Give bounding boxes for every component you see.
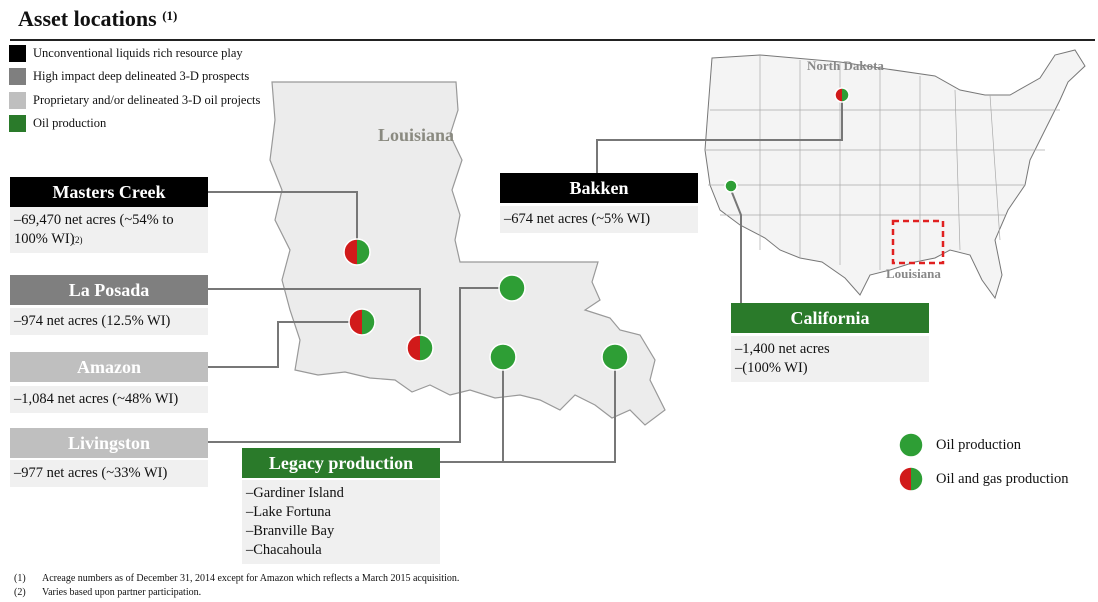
pin-legacy xyxy=(489,343,517,371)
legend-label: High impact deep delineated 3-D prospect… xyxy=(33,69,250,83)
legacy-header: Legacy production xyxy=(242,448,440,478)
california-details: –1,400 net acres –(100% WI) xyxy=(731,336,929,382)
map-legend-oil: Oil production xyxy=(936,437,1021,453)
us-map xyxy=(704,49,1086,300)
bakken-details: –674 net acres (~5% WI) xyxy=(500,206,698,233)
legend-swatch xyxy=(9,45,26,62)
amazon-details: –1,084 net acres (~48% WI) xyxy=(10,386,208,413)
detail-line: –1,084 net acres (~48% WI) xyxy=(14,391,179,407)
livingston-header: Livingston xyxy=(10,428,208,458)
pin-bakken xyxy=(834,87,850,103)
legend-label: Unconventional liquids rich resource pla… xyxy=(33,46,243,60)
legacy-details: –Gardiner Island –Lake Fortuna –Branville … xyxy=(242,480,440,564)
masters-creek-header: Masters Creek xyxy=(10,177,208,207)
footnote-1: (1) Acreage numbers as of December 31, 20… xyxy=(14,573,460,584)
legend-swatch xyxy=(9,92,26,109)
amazon-header: Amazon xyxy=(10,352,208,382)
louisiana-label: Louisiana xyxy=(378,125,455,145)
footnote-2: (2) Varies based upon partner participati… xyxy=(14,587,202,598)
detail-line: –Gardiner Island xyxy=(246,485,344,501)
title-divider xyxy=(10,39,1095,41)
map-legend-oil-gas: Oil and gas production xyxy=(936,471,1069,487)
louisiana-highlight-box xyxy=(891,219,945,265)
detail-line: –Chacahoula xyxy=(246,542,322,558)
livingston-details: –977 net acres (~33% WI) xyxy=(10,460,208,487)
connector-lines xyxy=(208,100,843,463)
legend-item: Unconventional liquids rich resource pla… xyxy=(9,45,243,62)
map-legend-oil-icon xyxy=(898,432,924,458)
la-posada-details: –974 net acres (12.5% WI) xyxy=(10,308,208,335)
detail-line: –974 net acres (12.5% WI) xyxy=(14,313,171,329)
detail-line: –69,470 net acres (~54% to 100% WI) xyxy=(14,212,174,247)
detail-line: –Lake Fortuna xyxy=(246,504,331,520)
detail-line: –(100% WI) xyxy=(735,360,808,376)
la-posada-header: La Posada xyxy=(10,275,208,305)
legend-swatch xyxy=(9,115,26,132)
pin-masters-creek xyxy=(343,238,371,266)
detail-line: –674 net acres (~5% WI) xyxy=(504,211,651,227)
pin-la-posada xyxy=(406,334,434,362)
legend-label: Proprietary and/or delineated 3-D oil pr… xyxy=(33,93,261,107)
legend-item: Oil production xyxy=(9,115,106,132)
detail-line: –Branville Bay xyxy=(246,523,335,539)
legend-swatch xyxy=(9,68,26,85)
map-legend-oil-gas-icon xyxy=(898,466,924,492)
page-title: Asset locations (1) xyxy=(18,6,178,31)
louisiana-inset-label: Louisiana xyxy=(886,266,941,281)
pin-amazon xyxy=(348,308,376,336)
legend-item: Proprietary and/or delineated 3-D oil pr… xyxy=(9,92,260,109)
bakken-header: Bakken xyxy=(500,173,698,203)
louisiana-map xyxy=(269,81,666,426)
pin-legacy xyxy=(601,343,629,371)
detail-line: –977 net acres (~33% WI) xyxy=(14,465,168,481)
california-header: California xyxy=(731,303,929,333)
north-dakota-label: North Dakota xyxy=(807,58,884,73)
pin-livingston xyxy=(498,274,526,302)
detail-line: –1,400 net acres xyxy=(735,341,830,357)
masters-creek-details: –69,470 net acres (~54% to 100% WI) (2) xyxy=(10,207,208,253)
us-state-borders xyxy=(706,55,1060,270)
legend-item: High impact deep delineated 3-D prospect… xyxy=(9,68,249,85)
pin-california xyxy=(724,179,738,193)
legend-label: Oil production xyxy=(33,116,107,130)
footnote-ref: (2) xyxy=(72,235,83,245)
